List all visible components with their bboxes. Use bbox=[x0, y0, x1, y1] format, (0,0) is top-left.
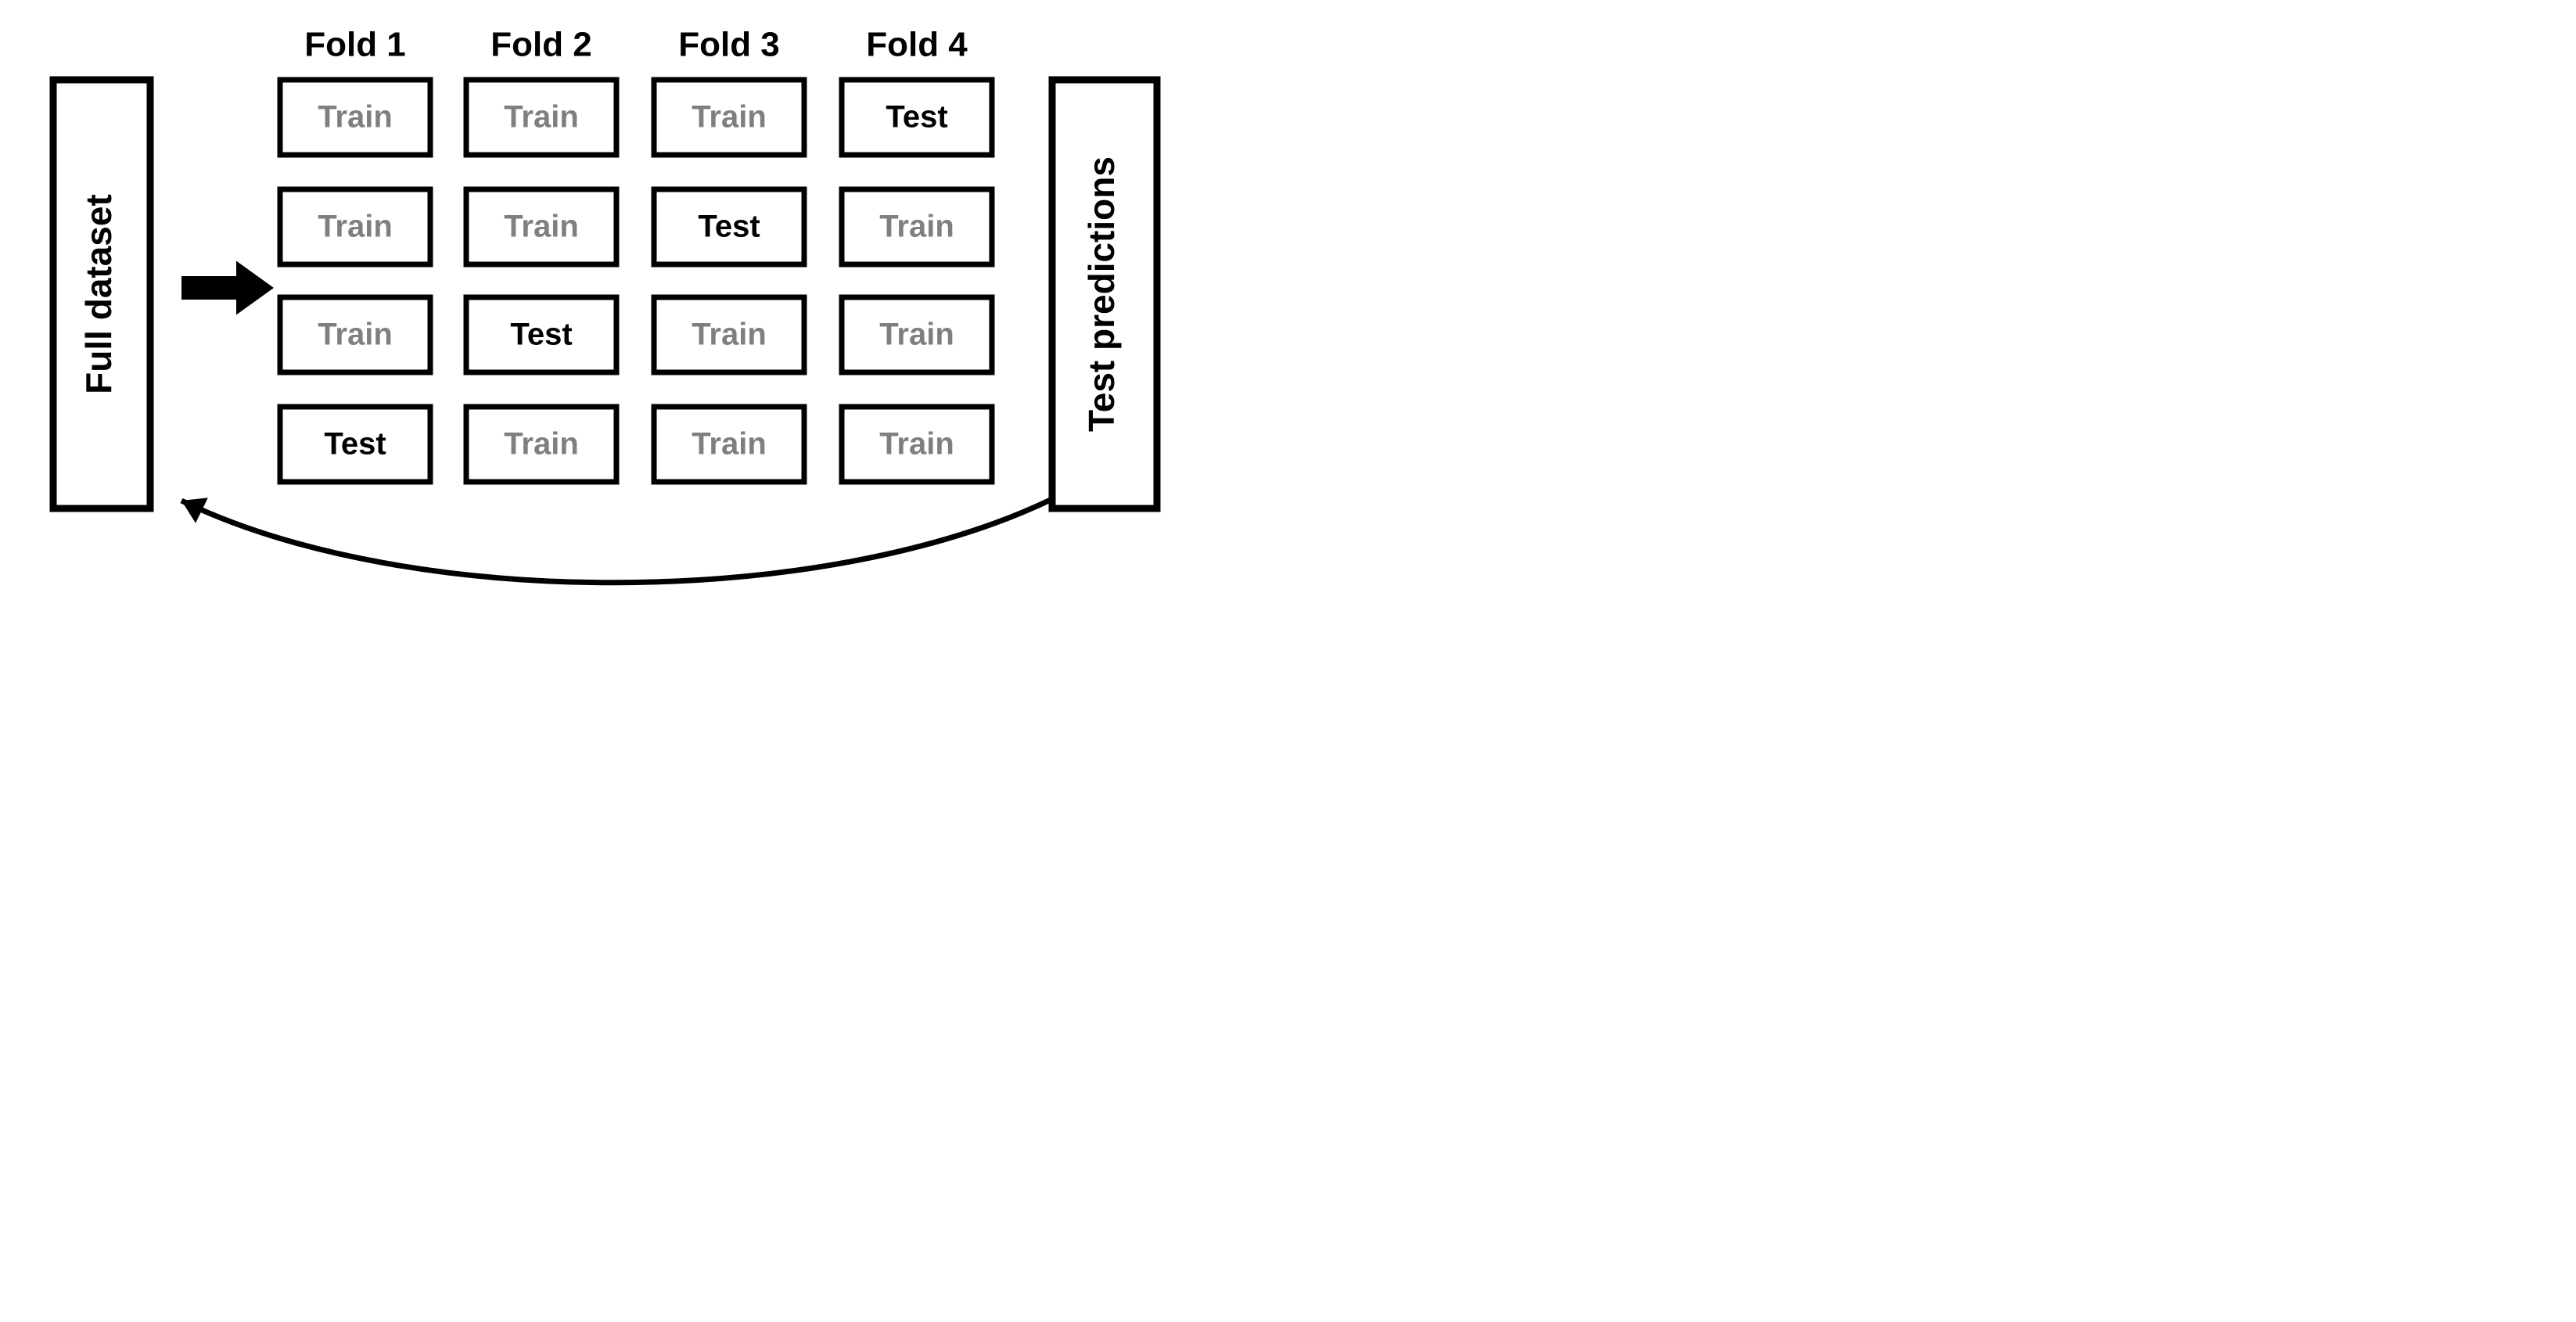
train-cell-label: Train bbox=[318, 318, 393, 352]
test-cell-label: Test bbox=[886, 100, 947, 135]
train-cell-label: Train bbox=[504, 100, 579, 135]
train-cell-label: Train bbox=[879, 318, 954, 352]
train-cell-label: Train bbox=[879, 427, 954, 462]
train-cell-label: Train bbox=[692, 427, 767, 462]
split-arrow-icon bbox=[181, 276, 236, 300]
train-cell-label: Train bbox=[692, 100, 767, 135]
fold-header: Fold 1 bbox=[304, 26, 406, 64]
train-cell-label: Train bbox=[879, 210, 954, 244]
fold-header: Fold 3 bbox=[678, 26, 780, 64]
test-cell-label: Test bbox=[324, 427, 386, 462]
split-arrow-head-icon bbox=[236, 261, 274, 315]
train-cell-label: Train bbox=[504, 427, 579, 462]
train-cell-label: Train bbox=[318, 100, 393, 135]
test-predictions-label: Test predictions bbox=[1081, 156, 1122, 432]
test-cell-label: Test bbox=[698, 210, 760, 244]
train-cell-label: Train bbox=[504, 210, 579, 244]
fold-header: Fold 2 bbox=[490, 26, 592, 64]
test-cell-label: Test bbox=[510, 318, 572, 352]
train-cell-label: Train bbox=[692, 318, 767, 352]
feedback-arrow-icon bbox=[181, 499, 1052, 583]
fold-header: Fold 4 bbox=[866, 26, 968, 64]
train-cell-label: Train bbox=[318, 210, 393, 244]
full-dataset-label: Full dataset bbox=[78, 194, 119, 394]
